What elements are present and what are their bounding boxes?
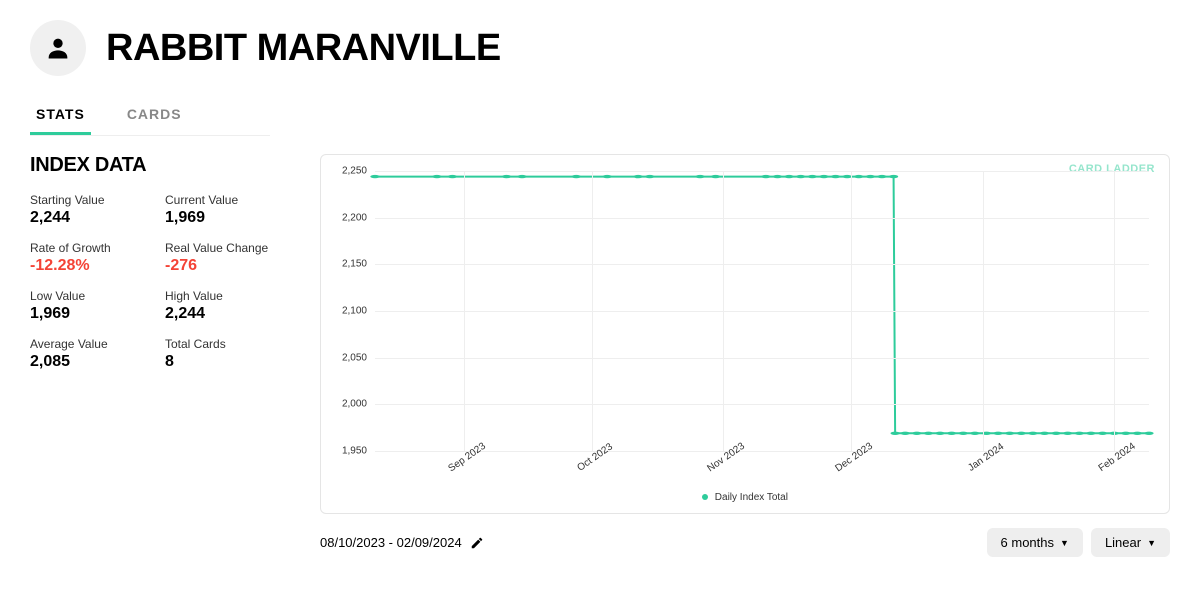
y-axis: 1,9502,0002,0502,1002,1502,2002,250 <box>335 171 371 451</box>
person-icon <box>44 34 72 62</box>
stat-value: 2,244 <box>30 209 155 227</box>
legend-label: Daily Index Total <box>715 492 788 503</box>
tab-cards[interactable]: CARDS <box>121 96 188 135</box>
stat-value: 1,969 <box>30 305 155 323</box>
y-tick: 2,000 <box>342 399 367 410</box>
date-range[interactable]: 08/10/2023 - 02/09/2024 <box>320 535 484 550</box>
caret-down-icon: ▼ <box>1147 538 1156 548</box>
stat-average-value: Average Value 2,085 <box>30 337 155 371</box>
stat-value: -12.28% <box>30 257 155 275</box>
legend-dot-icon <box>702 494 708 500</box>
tab-stats[interactable]: STATS <box>30 96 91 135</box>
stat-starting-value: Starting Value 2,244 <box>30 193 155 227</box>
stat-high-value: High Value 2,244 <box>165 289 290 323</box>
y-tick: 2,250 <box>342 166 367 177</box>
scale-selector[interactable]: Linear ▼ <box>1091 528 1170 557</box>
range-selector[interactable]: 6 months ▼ <box>987 528 1083 557</box>
stat-rate-of-growth: Rate of Growth -12.28% <box>30 241 155 275</box>
stats-sidebar: INDEX DATA Starting Value 2,244 Current … <box>30 154 290 557</box>
stat-label: Low Value <box>30 289 155 303</box>
stat-current-value: Current Value 1,969 <box>165 193 290 227</box>
y-tick: 2,100 <box>342 306 367 317</box>
stat-label: Real Value Change <box>165 241 290 255</box>
stat-value: 1,969 <box>165 209 290 227</box>
section-title: INDEX DATA <box>30 154 290 177</box>
stat-label: Current Value <box>165 193 290 207</box>
caret-down-icon: ▼ <box>1060 538 1069 548</box>
date-range-text: 08/10/2023 - 02/09/2024 <box>320 535 462 550</box>
stat-value: -276 <box>165 257 290 275</box>
index-chart: CARD LADDER 1,9502,0002,0502,1002,1502,2… <box>320 154 1170 514</box>
stat-label: Average Value <box>30 337 155 351</box>
y-tick: 2,150 <box>342 259 367 270</box>
stat-label: High Value <box>165 289 290 303</box>
scale-selector-label: Linear <box>1105 535 1141 550</box>
y-tick: 1,950 <box>342 446 367 457</box>
stat-label: Rate of Growth <box>30 241 155 255</box>
stat-value: 2,085 <box>30 353 155 371</box>
range-selector-label: 6 months <box>1001 535 1054 550</box>
stat-low-value: Low Value 1,969 <box>30 289 155 323</box>
stat-value: 2,244 <box>165 305 290 323</box>
plot-area <box>375 171 1149 451</box>
avatar <box>30 20 86 76</box>
stat-real-value-change: Real Value Change -276 <box>165 241 290 275</box>
stat-label: Starting Value <box>30 193 155 207</box>
page-title: RABBIT MARANVILLE <box>106 27 501 70</box>
stat-value: 8 <box>165 353 290 371</box>
stat-label: Total Cards <box>165 337 290 351</box>
x-axis: Sep 2023Oct 2023Nov 2023Dec 2023Jan 2024… <box>375 453 1149 483</box>
stat-total-cards: Total Cards 8 <box>165 337 290 371</box>
y-tick: 2,200 <box>342 212 367 223</box>
legend: Daily Index Total <box>335 492 1155 503</box>
y-tick: 2,050 <box>342 352 367 363</box>
tabs: STATS CARDS <box>30 96 270 136</box>
edit-icon[interactable] <box>470 536 484 550</box>
